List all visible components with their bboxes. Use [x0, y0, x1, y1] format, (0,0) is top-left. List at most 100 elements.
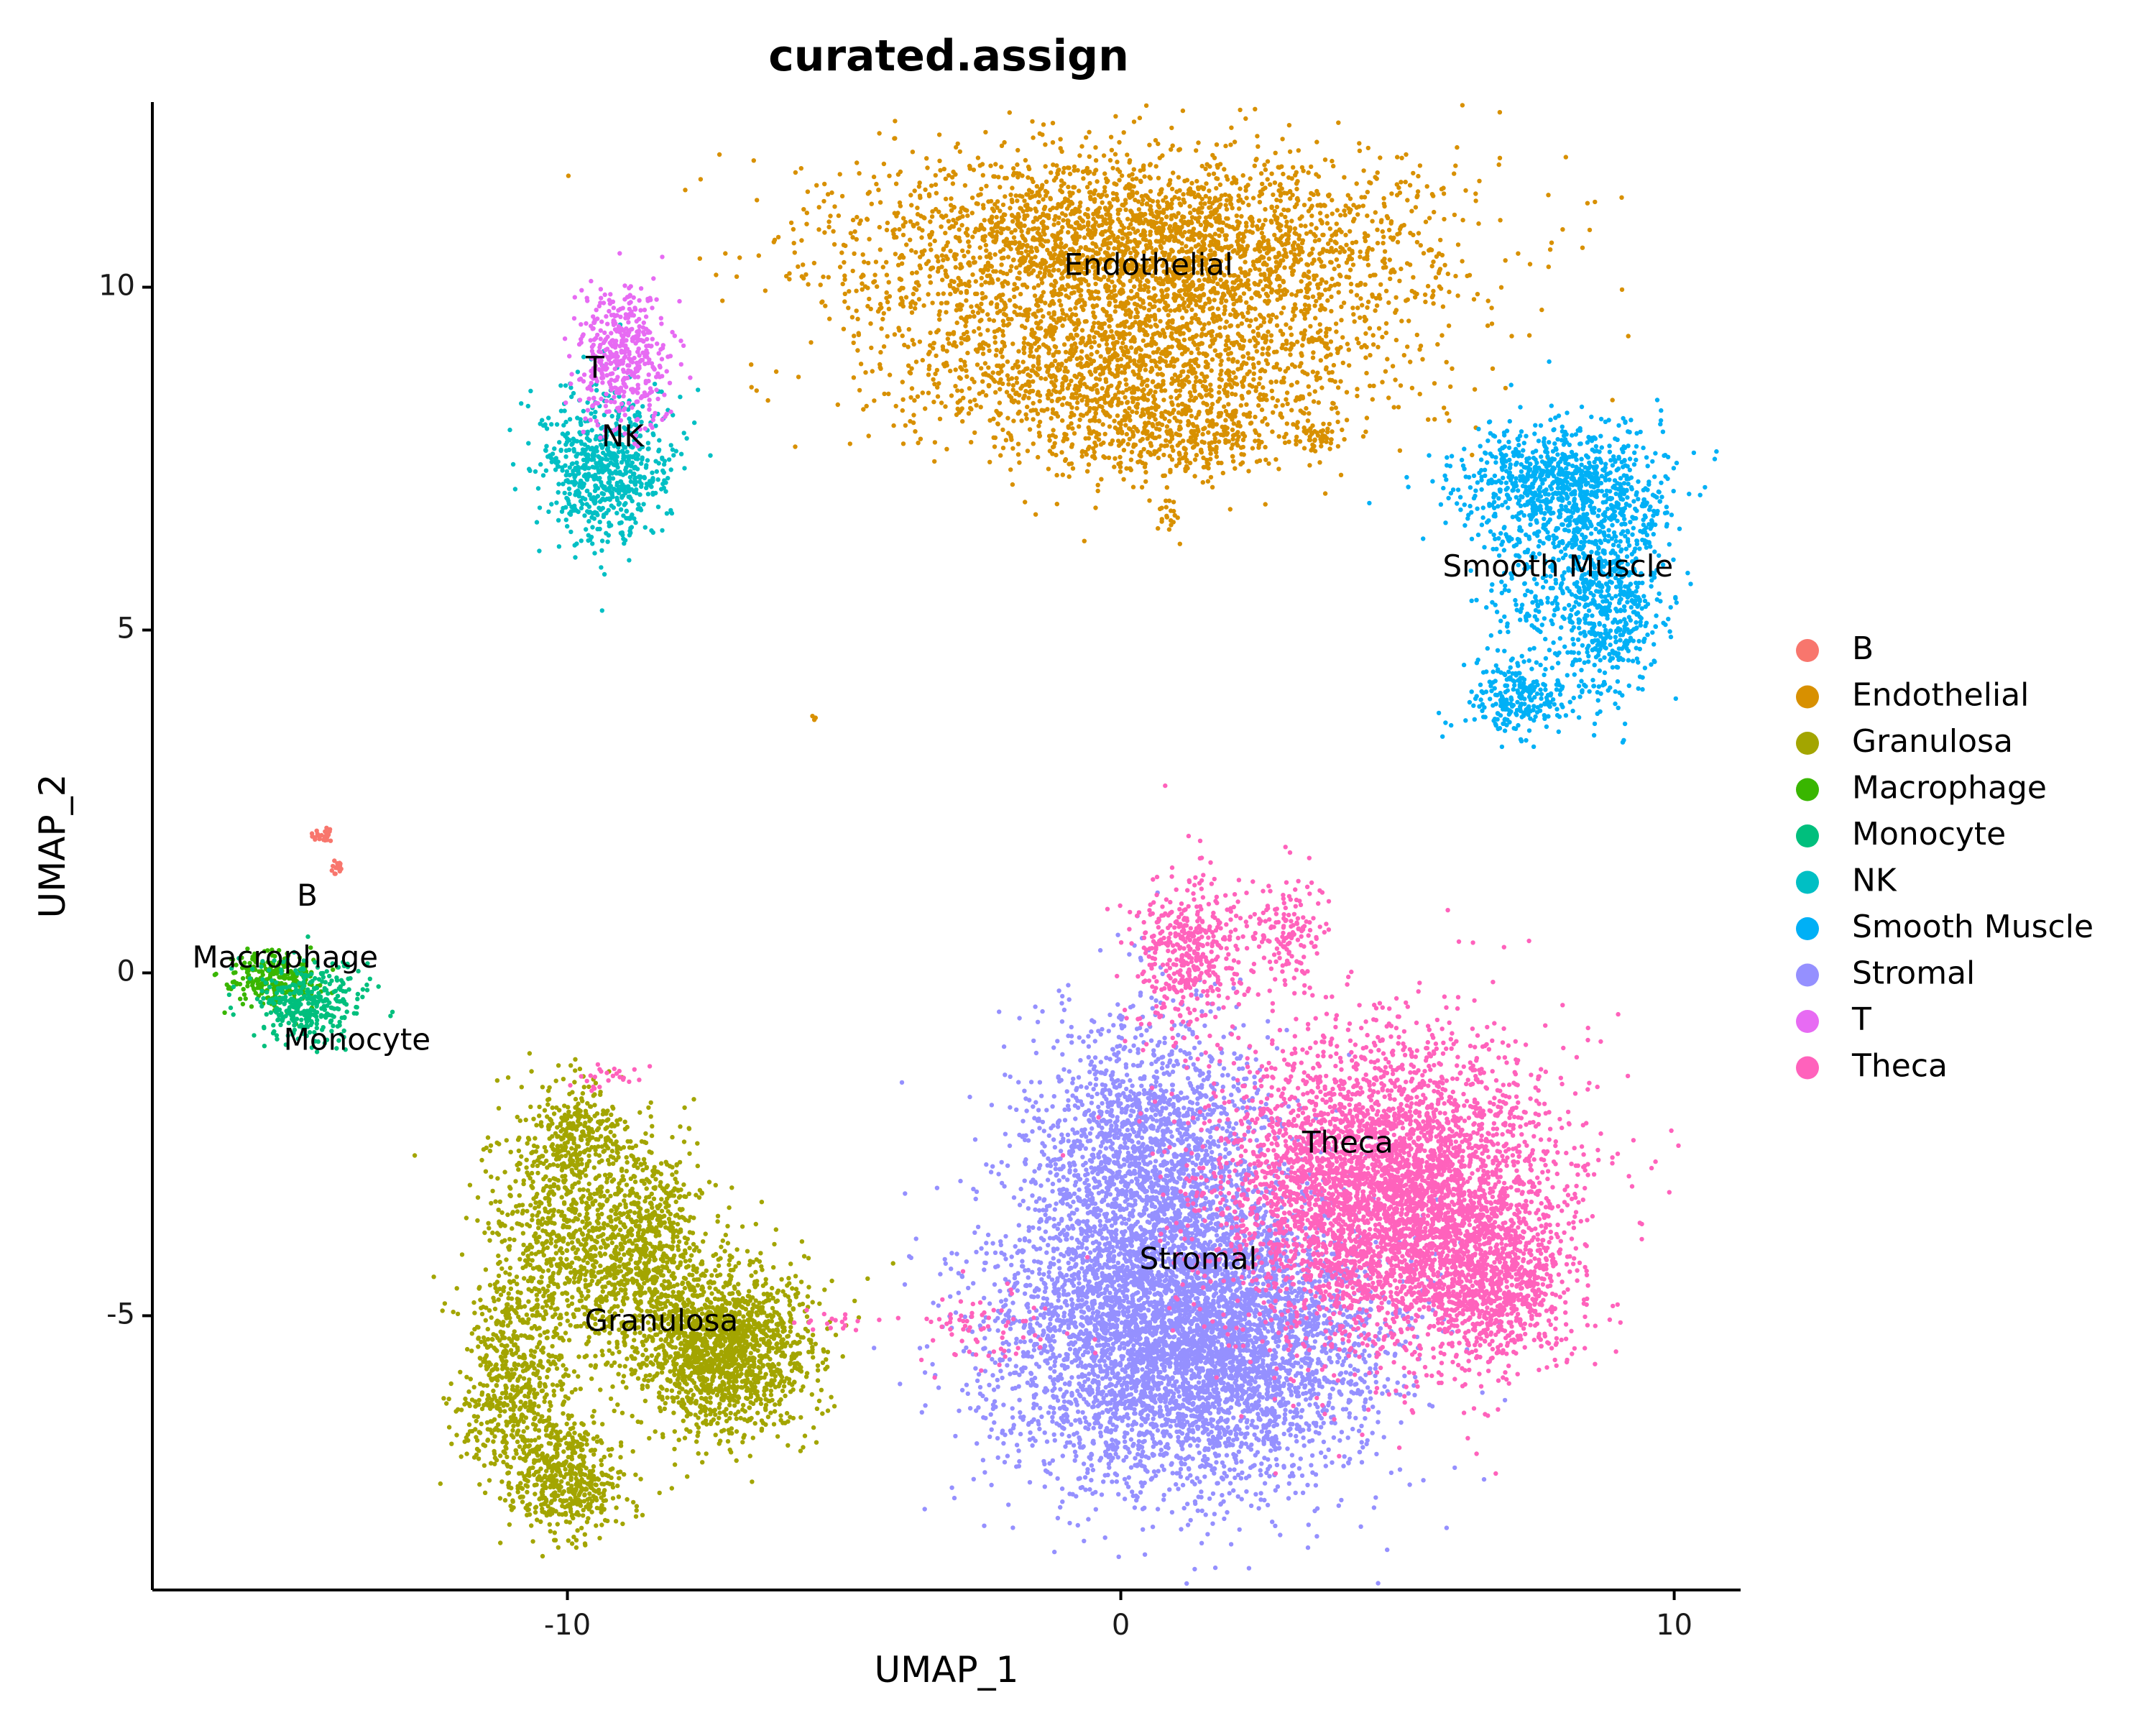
data-point — [1050, 262, 1056, 268]
data-point — [941, 291, 946, 296]
data-point — [993, 390, 998, 395]
data-point — [1144, 201, 1150, 206]
data-point — [990, 229, 995, 234]
data-point — [1127, 325, 1132, 330]
data-point — [1235, 251, 1240, 256]
data-point — [965, 249, 971, 254]
data-point — [1539, 307, 1544, 313]
data-point — [1240, 384, 1245, 389]
data-point — [1383, 321, 1389, 326]
data-point — [1120, 390, 1125, 395]
data-point — [1290, 317, 1295, 322]
data-point — [1321, 421, 1326, 426]
data-point — [1189, 219, 1194, 224]
data-point — [1452, 212, 1457, 218]
data-point — [1239, 321, 1245, 326]
data-point — [885, 334, 890, 339]
data-point — [884, 272, 890, 277]
data-point — [1123, 207, 1128, 212]
data-point — [1187, 203, 1192, 209]
data-point — [970, 272, 975, 277]
data-point — [1230, 249, 1235, 254]
data-point — [1125, 216, 1130, 221]
data-point — [1269, 220, 1274, 225]
data-point — [1325, 213, 1330, 219]
data-point — [1336, 263, 1341, 269]
data-point — [1181, 303, 1186, 308]
data-point — [1067, 461, 1072, 467]
data-point — [1087, 180, 1092, 186]
data-point — [1318, 308, 1323, 313]
data-point — [1155, 199, 1161, 204]
data-point — [1477, 178, 1482, 183]
data-point — [1017, 171, 1022, 176]
data-point — [1072, 321, 1077, 326]
data-point — [1127, 436, 1133, 441]
data-point — [908, 193, 913, 198]
data-point — [1272, 208, 1278, 214]
data-point — [1141, 338, 1146, 344]
data-point — [1191, 340, 1197, 345]
data-point — [1397, 448, 1403, 453]
data-point — [1118, 288, 1123, 294]
data-point — [892, 227, 898, 232]
data-point — [1395, 155, 1400, 160]
data-point — [1367, 180, 1372, 185]
data-point — [1052, 278, 1058, 284]
data-point — [1322, 491, 1328, 496]
data-point — [885, 300, 890, 305]
data-point — [1082, 235, 1087, 240]
data-point — [1399, 318, 1404, 323]
data-point — [985, 328, 990, 333]
data-point — [878, 349, 883, 355]
data-point — [1123, 418, 1128, 423]
data-point — [1156, 455, 1161, 461]
data-point — [1243, 273, 1248, 278]
data-point — [1078, 280, 1084, 286]
data-point — [953, 384, 958, 389]
data-point — [954, 344, 959, 349]
data-point — [1207, 188, 1212, 193]
data-point — [1026, 372, 1031, 377]
data-point — [1096, 193, 1101, 198]
data-point — [872, 398, 877, 403]
data-point — [1036, 423, 1041, 428]
data-point — [1286, 229, 1292, 234]
data-point — [934, 367, 940, 373]
data-point — [995, 302, 1000, 307]
data-point — [886, 306, 892, 311]
data-point — [1107, 367, 1112, 372]
data-point — [945, 331, 951, 336]
data-point — [983, 129, 988, 135]
data-point — [1343, 203, 1348, 208]
data-point — [1460, 103, 1465, 108]
data-point — [841, 242, 847, 247]
data-point — [1072, 431, 1077, 436]
data-point — [1187, 328, 1192, 333]
data-point — [1300, 343, 1305, 348]
data-point — [1229, 125, 1234, 130]
data-point — [1455, 293, 1460, 298]
data-point — [909, 203, 914, 208]
data-point — [1207, 447, 1213, 452]
data-point — [1093, 242, 1098, 247]
data-point — [1235, 238, 1241, 244]
data-point — [1370, 247, 1375, 252]
data-point — [1095, 390, 1100, 395]
data-point — [971, 255, 976, 260]
data-point — [1040, 244, 1046, 249]
data-point — [1140, 201, 1145, 206]
data-point — [1067, 295, 1072, 300]
data-point — [1313, 234, 1318, 239]
data-point — [1118, 229, 1123, 234]
data-point — [953, 265, 959, 270]
data-point — [1045, 369, 1051, 374]
data-point — [1245, 372, 1250, 377]
data-point — [1387, 257, 1393, 262]
data-point — [1306, 208, 1312, 213]
data-point — [1378, 155, 1383, 160]
data-point — [1013, 304, 1018, 309]
data-point — [979, 282, 985, 288]
data-point — [1160, 293, 1165, 298]
data-point — [1245, 390, 1251, 395]
